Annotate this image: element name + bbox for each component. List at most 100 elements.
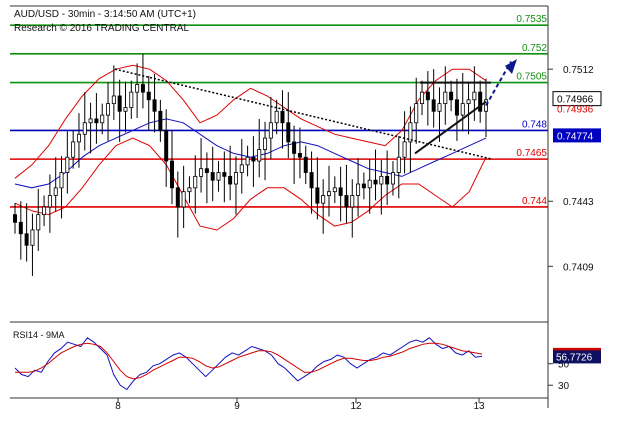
candle-body — [65, 156, 70, 173]
candle-body — [199, 168, 204, 177]
candle-body — [106, 103, 111, 116]
candle-body — [71, 141, 76, 158]
candle-body — [280, 110, 285, 124]
candle-body — [193, 175, 198, 189]
candle-body — [449, 91, 454, 101]
candle-body — [326, 191, 331, 196]
projection-arrow-head — [505, 59, 517, 74]
resistance-level-3-label: 0.7505 — [516, 72, 547, 83]
candle-body — [460, 103, 465, 116]
rsi-line — [14, 337, 483, 391]
candle-body — [263, 137, 268, 150]
candle-body — [309, 172, 314, 189]
rsi-value-tag-label: 56.7726 — [556, 352, 593, 363]
candle-body — [158, 110, 163, 131]
candle-body — [76, 133, 81, 143]
price-tick-label: 0.7409 — [563, 262, 594, 273]
time-tick-label: 9 — [234, 401, 240, 412]
candle-body — [12, 214, 17, 223]
resistance-level-1-label: 0.7535 — [516, 14, 547, 25]
rsi-ma-line — [15, 342, 483, 380]
candlesticks — [12, 53, 488, 276]
price-tag-box — [553, 128, 601, 143]
resistance-level-2-label: 0.752 — [522, 43, 547, 54]
candle-body — [117, 95, 122, 112]
candle-body — [454, 99, 459, 116]
time-axis: 8 9 12 13 — [115, 398, 485, 412]
bollinger-bands — [14, 64, 487, 231]
time-tick-label: 8 — [115, 401, 121, 412]
candle-body — [350, 195, 355, 208]
candle-body — [187, 187, 192, 193]
candle-body — [332, 187, 337, 193]
time-tick-label: 12 — [350, 401, 362, 412]
candle-body — [315, 187, 320, 204]
time-tick-label: 13 — [473, 401, 485, 412]
candle-body — [420, 91, 425, 105]
candle-body — [268, 122, 273, 139]
projection-arrow-line — [485, 61, 512, 107]
price-tag-label: 0.74936 — [557, 104, 594, 115]
candle-body — [396, 156, 401, 173]
candle-body — [466, 99, 471, 105]
candle-body — [82, 122, 87, 135]
candle-body — [94, 118, 99, 124]
candle-body — [152, 99, 157, 112]
rising-trendline — [414, 100, 487, 155]
candle-body — [385, 175, 390, 185]
candle-body — [175, 187, 180, 208]
candle-body — [135, 84, 140, 93]
candle-body — [478, 91, 483, 112]
candle-body — [338, 187, 343, 196]
candle-body — [228, 175, 233, 185]
candle-body — [274, 110, 279, 124]
candle-body — [297, 152, 302, 158]
candle-body — [361, 183, 366, 189]
rsi-panel: 503059.105656.7726 — [14, 337, 601, 392]
candle-body — [292, 141, 297, 154]
rsi-tick-label: 50 — [558, 360, 570, 371]
candle-body — [47, 195, 52, 208]
candle-body — [431, 99, 436, 112]
candle-body — [367, 179, 372, 189]
candle-body — [239, 164, 244, 173]
dotted-downtrend-line — [114, 68, 493, 160]
candle-body — [18, 221, 23, 235]
price-tag-label: 0.74774 — [557, 131, 594, 142]
candle-body — [443, 91, 448, 105]
support-level-1-label: 0.7465 — [516, 148, 547, 159]
candle-body — [344, 195, 349, 208]
candle-body — [36, 214, 41, 231]
candle-body — [286, 122, 291, 143]
moving-average-line — [14, 118, 487, 189]
price-tick-label: 0.7443 — [563, 197, 594, 208]
candle-body — [321, 195, 326, 204]
candle-body — [408, 122, 413, 143]
candle-body — [402, 141, 407, 158]
moving-average — [14, 118, 487, 189]
candle-body — [472, 91, 477, 101]
candle-body — [251, 156, 256, 162]
candle-body — [111, 95, 116, 105]
candle-body — [53, 187, 58, 196]
candle-body — [390, 172, 395, 185]
price-tick-label: 0.7512 — [563, 65, 594, 76]
candle-body — [30, 229, 35, 246]
bollinger-upper — [14, 64, 487, 179]
price-axis: 0.7512 0.7443 0.7409 — [548, 65, 594, 273]
candle-body — [204, 168, 209, 173]
candle-body — [146, 91, 151, 101]
candle-body — [425, 91, 430, 101]
pivot-level-label: 0.748 — [522, 119, 547, 130]
candle-body — [437, 103, 442, 112]
price-tag-box — [552, 91, 602, 107]
candle-body — [59, 172, 64, 189]
candle-body — [100, 114, 105, 124]
candle-body — [88, 118, 93, 124]
candle-body — [181, 191, 186, 208]
price-levels: 0.7535 0.752 0.7505 0.748 0.7465 0.744 — [10, 14, 548, 208]
candle-body — [222, 172, 227, 177]
panel-borders — [10, 5, 549, 408]
candle-body — [164, 130, 169, 162]
